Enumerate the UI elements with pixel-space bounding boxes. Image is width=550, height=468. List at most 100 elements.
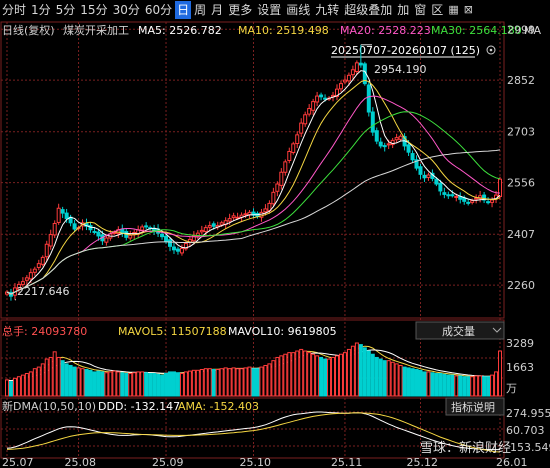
volume-bar-47 bbox=[191, 369, 196, 397]
volume-bar-59 bbox=[239, 368, 244, 397]
period-tab-6[interactable]: 日 bbox=[175, 1, 192, 19]
volume-bar-4 bbox=[20, 374, 25, 397]
volume-bar-109 bbox=[438, 373, 443, 397]
volume-bar-2 bbox=[12, 377, 17, 397]
volume-bar-17 bbox=[72, 366, 77, 397]
candle-body-79 bbox=[319, 94, 324, 98]
period-tab-3[interactable]: 15分 bbox=[80, 3, 108, 17]
volume-bar-100 bbox=[402, 366, 407, 397]
price-axis-label-4: 2407 bbox=[507, 228, 535, 241]
volume-bar-97 bbox=[390, 361, 395, 397]
ma20-line bbox=[6, 95, 501, 295]
ma10-line bbox=[6, 79, 501, 295]
period-tab-12[interactable]: 九转 bbox=[315, 3, 340, 17]
volume-tick-mid: 1663 bbox=[506, 361, 534, 374]
volume-bar-19 bbox=[80, 368, 85, 397]
candle-body-17 bbox=[72, 223, 77, 230]
volume-bar-44 bbox=[179, 373, 184, 397]
candle-body-45 bbox=[183, 243, 188, 250]
candle-body-73 bbox=[295, 134, 300, 145]
volume-bar-98 bbox=[394, 363, 399, 397]
volume-bar-64 bbox=[259, 366, 264, 397]
candle-body-76 bbox=[307, 108, 312, 115]
period-tab-5[interactable]: 60分 bbox=[144, 3, 173, 17]
volume-bar-33 bbox=[136, 371, 141, 397]
volume-bar-53 bbox=[215, 369, 220, 397]
ma30-label: MA30: 2564.180 bbox=[431, 24, 522, 37]
candle-body-78 bbox=[315, 95, 320, 103]
volume-tick-high: 3289 bbox=[506, 337, 534, 350]
watermark: 雪球：新浪财经 bbox=[420, 440, 511, 456]
volume-bar-48 bbox=[195, 369, 200, 397]
period-tab-0[interactable]: 分时 bbox=[2, 3, 27, 17]
period-tab-1[interactable]: 1分 bbox=[31, 3, 51, 17]
candle-body-34 bbox=[140, 226, 145, 231]
candle-body-67 bbox=[271, 191, 276, 205]
period-tab-11[interactable]: 画线 bbox=[286, 3, 311, 17]
volume-bar-96 bbox=[386, 360, 391, 397]
ma20-label: MA20: 2528.223 bbox=[340, 24, 431, 37]
period-tab-4[interactable]: 30分 bbox=[112, 3, 140, 17]
candle-body-25 bbox=[104, 237, 109, 243]
volume-bar-95 bbox=[382, 360, 387, 397]
volume-bar-66 bbox=[267, 363, 272, 397]
candle-body-27 bbox=[112, 231, 117, 234]
volume-bar-54 bbox=[219, 368, 224, 397]
high-price-label: 2954.190 bbox=[374, 63, 427, 76]
volume-bar-56 bbox=[227, 368, 232, 397]
indicator-help-button[interactable]: 指标说明 bbox=[445, 397, 505, 416]
candle-body-48 bbox=[195, 232, 200, 237]
x-axis-label-4: 25.11 bbox=[331, 456, 363, 468]
price-axis-label-1: 2852 bbox=[507, 74, 535, 87]
volume-bar-61 bbox=[247, 366, 252, 397]
grid-icon[interactable]: ▦ bbox=[448, 3, 459, 16]
candle-body-35 bbox=[144, 225, 149, 228]
volume-bar-32 bbox=[132, 372, 137, 397]
volume-bar-35 bbox=[144, 372, 149, 397]
period-tab-9[interactable]: 更多 bbox=[228, 3, 253, 17]
candle-body-121 bbox=[486, 201, 491, 204]
volume-bar-14 bbox=[60, 360, 65, 397]
candle-body-92 bbox=[370, 111, 375, 133]
dma-title: 新DMA(10,50,10) bbox=[2, 399, 96, 413]
volume-bar-49 bbox=[199, 369, 204, 397]
volume-bar-103 bbox=[414, 369, 419, 397]
volume-bar-20 bbox=[84, 369, 89, 397]
volume-bar-13 bbox=[56, 356, 61, 397]
volume-dropdown[interactable]: 成交量 bbox=[415, 321, 505, 340]
candle-body-77 bbox=[311, 101, 316, 111]
candle-body-6 bbox=[28, 272, 33, 280]
period-tab-7[interactable]: 周 bbox=[194, 3, 207, 17]
period-tab-15[interactable]: 窗 bbox=[414, 3, 427, 17]
price-axis-label-0: 2999 bbox=[507, 23, 535, 36]
volume-bar-75 bbox=[303, 350, 308, 397]
period-tab-14[interactable]: 加 bbox=[397, 3, 410, 17]
volume-bar-67 bbox=[271, 360, 276, 397]
period-tab-2[interactable]: 5分 bbox=[55, 3, 76, 17]
close-icon[interactable]: ⊠ bbox=[463, 3, 473, 16]
volume-bar-114 bbox=[458, 375, 463, 397]
volume-bar-70 bbox=[283, 353, 288, 397]
volume-bar-110 bbox=[442, 373, 447, 397]
low-price-label: 2217.646 bbox=[17, 285, 70, 298]
volume-bar-55 bbox=[223, 367, 228, 397]
period-tab-8[interactable]: 月 bbox=[211, 3, 224, 17]
volume-bar-80 bbox=[323, 358, 328, 397]
x-axis-label-2: 25.09 bbox=[152, 456, 184, 468]
volume-bar-89 bbox=[358, 344, 363, 397]
volume-bar-1 bbox=[8, 381, 13, 397]
period-tab-16[interactable]: 区 bbox=[431, 3, 444, 17]
volume-dropdown-label: 成交量 bbox=[442, 324, 475, 338]
settings-icon[interactable] bbox=[486, 45, 496, 55]
volume-bar-68 bbox=[275, 356, 280, 397]
candle-body-44 bbox=[179, 247, 184, 254]
volume-bar-123 bbox=[494, 371, 499, 397]
volume-bar-90 bbox=[362, 347, 367, 397]
volume-bar-81 bbox=[327, 358, 332, 397]
candle-body-108 bbox=[434, 178, 439, 185]
period-tab-13[interactable]: 超级叠加 bbox=[344, 3, 393, 17]
period-tab-10[interactable]: 设置 bbox=[257, 3, 282, 17]
volume-bar-65 bbox=[263, 364, 268, 397]
price-axis-label-2: 2703 bbox=[507, 126, 535, 139]
